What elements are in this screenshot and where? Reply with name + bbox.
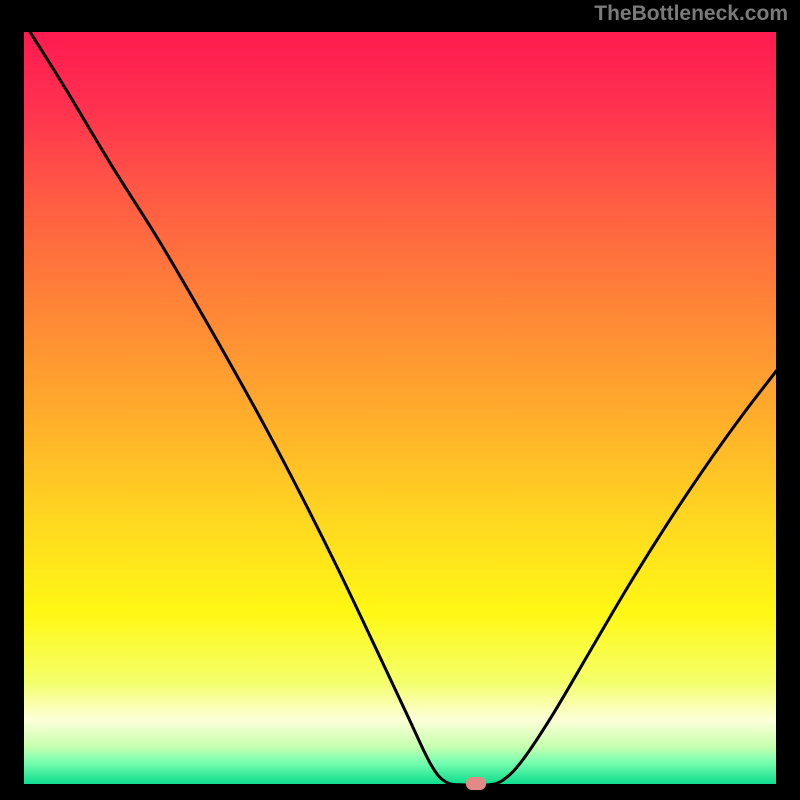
plot-frame	[20, 28, 780, 788]
attribution-text: TheBottleneck.com	[594, 2, 788, 26]
optimum-marker	[466, 777, 486, 790]
chart-container: TheBottleneck.com	[0, 0, 800, 800]
